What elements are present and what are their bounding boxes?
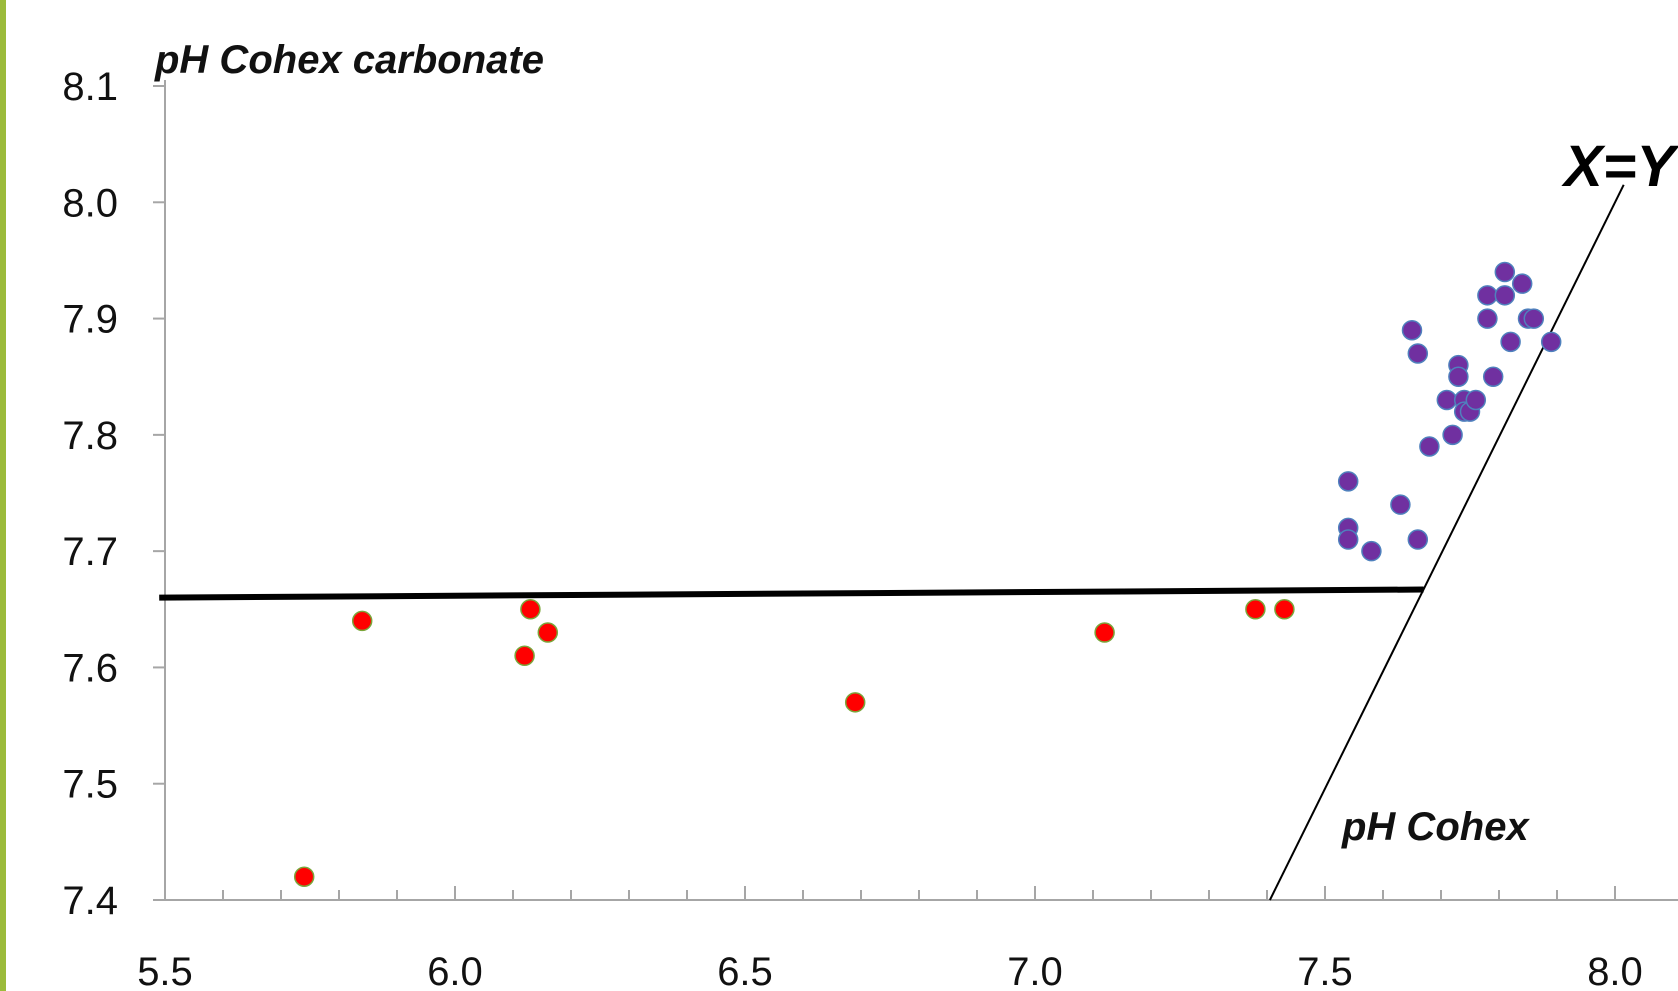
scatter-point: [1477, 285, 1498, 306]
threshold-line: [159, 586, 1424, 601]
axes: [153, 80, 1678, 901]
x-tick-label: 6.5: [717, 950, 773, 991]
x-tick-label: 7.0: [1007, 950, 1063, 991]
scatter-point: [1361, 540, 1382, 562]
tick-labels: 5.5 6.0 6.5 7.0 7.5 8.0 7.4 7.5 7.6 7.7 7.8 7.9 8.0 8…: [62, 65, 1642, 991]
scatter-point: [1094, 622, 1115, 643]
scatter-point: [1465, 389, 1487, 411]
scatter-point: [1482, 366, 1504, 387]
left-accent-border: [0, 0, 6, 991]
data-points: [293, 261, 1562, 887]
reference-lines: [159, 184, 1625, 901]
scatter-point: [1448, 366, 1469, 387]
y-tick-label: 7.8: [62, 414, 118, 458]
y-tick-label: 8.1: [62, 65, 118, 109]
scatter-point: [514, 645, 535, 667]
scatter-point: [1407, 343, 1429, 364]
x-tick-label: 5.5: [137, 950, 193, 991]
y-axis-title: pH Cohex carbonate: [154, 38, 544, 82]
scatter-point: [1407, 529, 1429, 550]
scatter-point: [1500, 331, 1521, 353]
scatter-point: [1477, 308, 1498, 329]
scatter-point: [1337, 529, 1359, 550]
scatter-point: [1401, 319, 1423, 341]
x-tick-label: 8.0: [1587, 950, 1643, 991]
x-tick-label: 7.5: [1297, 950, 1353, 991]
y-tick-label: 7.5: [62, 763, 118, 807]
y-tick-label: 8.0: [62, 181, 118, 225]
scatter-point: [1274, 599, 1295, 620]
scatter-point: [844, 692, 866, 713]
scatter-point: [1245, 599, 1266, 620]
scatter-point: [1390, 494, 1411, 515]
scatter-point: [293, 866, 315, 887]
scatter-point: [1436, 389, 1458, 411]
scatter-point: [351, 610, 373, 632]
scatter-point: [1419, 436, 1440, 457]
x-tick-label: 6.0: [427, 950, 483, 991]
x-equals-y-label: X=Y: [1561, 134, 1678, 199]
x-equals-y-line: [1269, 184, 1625, 901]
scatter-point: [1540, 331, 1562, 353]
scatter-point: [1442, 424, 1463, 446]
scatter-point: [1523, 308, 1545, 329]
x-axis-title: pH Cohex: [1341, 805, 1530, 849]
scatter-point: [520, 599, 541, 620]
scatter-point: [1494, 261, 1516, 283]
y-tick-label: 7.7: [62, 530, 118, 574]
scatter-point: [1511, 273, 1533, 294]
y-tick-label: 7.6: [62, 646, 118, 690]
y-tick-label: 7.4: [62, 879, 118, 923]
scatter-point: [1494, 285, 1516, 306]
y-tick-label: 7.9: [62, 298, 118, 342]
scatter-point: [1337, 471, 1359, 492]
scatter-point: [537, 622, 559, 643]
